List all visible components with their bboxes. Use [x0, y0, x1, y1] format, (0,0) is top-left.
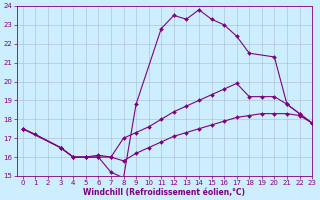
X-axis label: Windchill (Refroidissement éolien,°C): Windchill (Refroidissement éolien,°C): [84, 188, 245, 197]
